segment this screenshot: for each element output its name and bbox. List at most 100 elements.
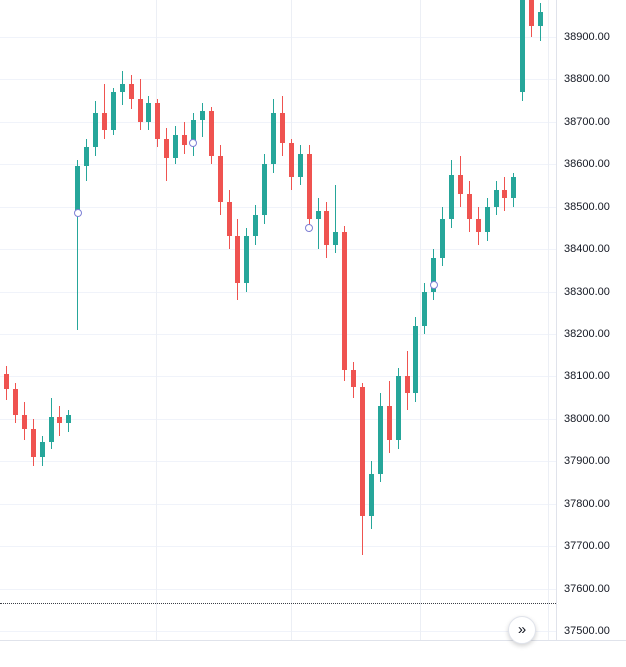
candle-body	[110, 92, 116, 131]
candle-body	[511, 177, 517, 199]
candle-body	[502, 189, 508, 199]
candle-wick	[335, 185, 337, 254]
candle-body	[360, 387, 365, 517]
candle-body	[75, 166, 81, 216]
trade-marker[interactable]	[189, 139, 198, 148]
candle-body	[235, 236, 241, 284]
candle-body	[315, 210, 321, 220]
candle-body	[57, 416, 63, 424]
h-gridline	[0, 503, 556, 505]
candle-body	[66, 414, 72, 424]
candle-body	[493, 189, 499, 207]
candle-body	[475, 219, 481, 233]
candle-body	[377, 406, 383, 474]
trade-marker[interactable]	[305, 223, 314, 232]
candle-body	[48, 416, 54, 443]
candle-body	[21, 414, 27, 430]
candle-body	[119, 83, 125, 93]
candle-body	[466, 193, 472, 220]
candle-body	[538, 11, 543, 27]
candle-body	[520, 0, 526, 93]
candle-body	[529, 0, 535, 27]
h-gridline	[0, 376, 556, 378]
h-gridline	[0, 630, 556, 632]
candle-wick	[317, 198, 319, 250]
price-axis-label: 38600.00	[564, 158, 610, 171]
price-axis-label: 37700.00	[564, 540, 610, 553]
h-gridline	[0, 249, 556, 251]
candle-body	[404, 376, 410, 394]
candle-body	[30, 429, 36, 458]
price-axis-label: 38500.00	[564, 200, 610, 213]
candle-body	[146, 102, 152, 122]
candle-body	[324, 210, 330, 245]
h-gridline	[0, 333, 556, 335]
time-axis[interactable]	[0, 640, 626, 667]
price-axis-label: 38800.00	[564, 73, 610, 86]
candle-body	[128, 83, 134, 99]
h-gridline	[0, 546, 556, 548]
candle-body	[164, 138, 170, 158]
candle-body	[190, 119, 196, 146]
trade-marker[interactable]	[73, 209, 82, 218]
candle-body	[271, 113, 276, 165]
price-axis-label: 38700.00	[564, 115, 610, 128]
candle-body	[244, 236, 250, 284]
double-chevron-right-icon: »	[517, 620, 527, 638]
plot-area[interactable]	[0, 0, 556, 640]
price-axis-label: 38400.00	[564, 243, 610, 256]
candle-body	[12, 389, 18, 415]
candle-body	[173, 134, 179, 158]
trade-marker[interactable]	[429, 281, 438, 290]
scroll-to-latest-button[interactable]: »	[508, 616, 536, 644]
candle-body	[93, 113, 98, 148]
v-gridline	[156, 0, 157, 640]
v-gridline	[548, 0, 549, 640]
candle-body	[39, 442, 45, 458]
candle-body	[84, 147, 90, 167]
price-axis-label: 38300.00	[564, 285, 610, 298]
candle-body	[262, 164, 268, 216]
h-gridline	[0, 121, 556, 123]
candle-body	[226, 202, 232, 237]
candle-body	[137, 98, 143, 122]
candle-wick	[103, 83, 105, 139]
candle-body	[368, 474, 374, 517]
candle-body	[413, 325, 419, 394]
price-level-line	[0, 603, 556, 604]
price-axis-label: 38000.00	[564, 412, 610, 425]
candle-body	[253, 215, 259, 237]
price-axis-label: 37600.00	[564, 582, 610, 595]
h-gridline	[0, 461, 556, 463]
candle-wick	[77, 160, 79, 330]
price-axis[interactable]: 38900.00 38800.00 38700.00 38600.00 38500.00…	[556, 0, 626, 640]
candle-wick	[201, 102, 203, 137]
h-gridline	[0, 79, 556, 81]
candle-body	[351, 370, 357, 388]
candle-body	[333, 232, 339, 245]
h-gridline	[0, 418, 556, 420]
h-gridline	[0, 164, 556, 166]
candle-body	[288, 143, 294, 177]
candle-body	[297, 153, 303, 177]
candle-body	[440, 219, 446, 258]
price-axis-label: 38900.00	[564, 31, 610, 43]
candle-body	[306, 153, 312, 220]
candle-body	[395, 376, 401, 441]
price-axis-label: 37800.00	[564, 497, 610, 510]
candle-body	[484, 206, 490, 233]
v-gridline	[291, 0, 292, 640]
candle-body	[431, 257, 437, 292]
price-axis-label: 38200.00	[564, 327, 610, 340]
candle-body	[457, 174, 463, 194]
candle-body	[101, 113, 107, 131]
h-gridline	[0, 206, 556, 208]
candle-body	[155, 102, 161, 139]
candle-body	[217, 155, 223, 203]
v-gridline	[420, 0, 421, 640]
h-gridline	[0, 37, 556, 38]
candle-body	[386, 406, 392, 441]
candle-body	[422, 291, 428, 326]
h-gridline	[0, 588, 556, 590]
